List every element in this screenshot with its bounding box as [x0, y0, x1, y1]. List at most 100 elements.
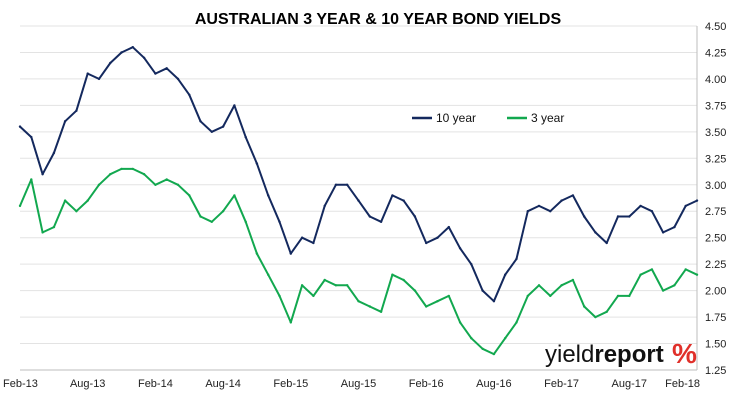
gridlines — [20, 25, 697, 345]
x-tick-label: Feb-17 — [544, 378, 579, 390]
data-point — [346, 284, 349, 287]
data-point — [142, 173, 146, 176]
series-lines — [18, 46, 699, 356]
chart-title: AUSTRALIAN 3 YEAR & 10 YEAR BOND YIELDS — [195, 11, 562, 28]
data-point — [357, 199, 360, 202]
y-tick-label: 1.25 — [705, 365, 726, 377]
data-point — [154, 183, 157, 186]
data-point — [233, 194, 236, 197]
data-point — [560, 284, 563, 287]
data-point — [526, 294, 529, 298]
data-point — [413, 215, 417, 218]
data-point — [289, 252, 292, 255]
data-point — [425, 305, 428, 308]
data-point — [221, 210, 225, 213]
data-point — [560, 199, 563, 202]
y-tick-label: 4.50 — [705, 21, 726, 33]
data-point — [52, 151, 56, 155]
data-point — [154, 72, 157, 75]
data-point — [492, 300, 496, 303]
data-point — [346, 183, 349, 186]
data-point — [616, 215, 620, 218]
data-point — [368, 215, 371, 218]
data-point — [379, 310, 383, 313]
data-point — [267, 194, 270, 197]
y-tick-label: 2.75 — [705, 206, 726, 218]
data-point — [244, 220, 247, 223]
data-point — [661, 289, 665, 292]
data-point — [63, 199, 67, 202]
y-tick-label: 1.50 — [705, 339, 726, 351]
data-point — [481, 289, 484, 292]
data-point — [673, 284, 676, 287]
data-point — [684, 204, 687, 208]
series-1 — [18, 167, 699, 356]
brand-name-bold: report — [594, 341, 663, 368]
data-point — [165, 67, 168, 70]
x-tick-label: Aug-14 — [205, 378, 240, 390]
data-point — [300, 236, 304, 239]
brand-percent-icon: % — [672, 338, 697, 369]
data-point — [639, 273, 642, 276]
data-point — [176, 77, 180, 81]
data-point — [323, 278, 326, 282]
data-point — [289, 321, 292, 324]
data-point — [537, 284, 541, 287]
data-point — [312, 241, 315, 245]
legend-label: 10 year — [436, 111, 476, 125]
data-point — [628, 215, 631, 218]
y-tick-label: 4.00 — [705, 74, 726, 86]
data-point — [470, 263, 473, 266]
data-point — [221, 125, 225, 128]
data-point — [278, 220, 281, 223]
data-point — [131, 167, 134, 171]
brand-logo: yieldreport % — [545, 338, 697, 369]
y-tick-label: 2.00 — [705, 286, 726, 298]
data-point — [447, 225, 450, 229]
data-point — [481, 347, 484, 350]
y-tick-label: 3.50 — [705, 127, 726, 139]
data-point — [233, 104, 236, 107]
x-tick-label: Feb-15 — [273, 378, 308, 390]
data-point — [583, 305, 586, 308]
data-point — [188, 93, 191, 97]
data-point — [255, 162, 259, 165]
data-point — [30, 135, 33, 139]
data-point — [583, 215, 586, 218]
data-point — [199, 120, 202, 123]
data-point — [176, 183, 180, 186]
data-point — [695, 199, 699, 202]
data-point — [131, 46, 134, 49]
data-point — [210, 220, 213, 223]
data-point — [199, 215, 202, 218]
y-tick-label: 2.25 — [705, 259, 726, 271]
x-tick-label: Feb-14 — [138, 378, 173, 390]
data-point — [650, 268, 654, 271]
data-point — [86, 72, 89, 75]
data-point — [357, 300, 360, 303]
data-point — [413, 289, 417, 292]
data-point — [673, 225, 676, 229]
y-tick-label: 3.00 — [705, 180, 726, 192]
data-point — [571, 194, 575, 197]
x-tick-label: Feb-16 — [409, 378, 444, 390]
legend-label: 3 year — [531, 111, 564, 125]
data-point — [391, 273, 394, 276]
data-point — [30, 178, 33, 181]
data-point — [18, 204, 22, 208]
x-axis-ticks: Feb-13 Aug-13 Feb-14 Aug-14 Feb-15 Aug-15 Feb-… — [3, 378, 700, 390]
data-point — [425, 241, 428, 245]
svg-text:yieldreport: yieldreport — [545, 341, 664, 368]
y-axis-ticks: 1.25 1.50 1.75 2.00 2.25 2.50 2.75 3.00 3.25 3.50… — [705, 21, 726, 377]
data-point — [458, 321, 462, 324]
data-point — [526, 210, 529, 213]
data-point — [368, 305, 371, 308]
data-point — [447, 294, 450, 298]
data-point — [594, 315, 597, 319]
legend: 10 year 3 year — [412, 111, 564, 125]
data-point — [255, 252, 259, 255]
data-point — [594, 231, 597, 234]
data-point — [165, 178, 168, 181]
data-point — [278, 294, 281, 298]
data-point — [188, 194, 191, 197]
